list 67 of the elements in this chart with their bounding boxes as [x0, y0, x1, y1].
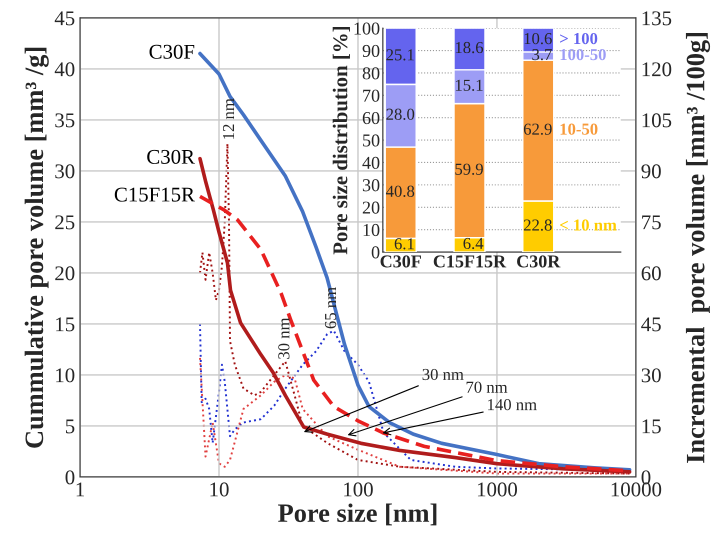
annotation: 30 nm [278, 318, 290, 359]
x-axis-title: Pore size [nm] [278, 503, 436, 526]
annotation: 70 nm [466, 382, 508, 393]
y-tick-label: 0 [372, 246, 380, 258]
y2-tick-label: 135 [642, 11, 672, 26]
y-tick-label: 45 [54, 11, 74, 26]
y-tick-label: 0 [66, 470, 74, 484]
y-tick-label: 25 [55, 215, 74, 230]
y-tick-label: 40 [362, 156, 380, 169]
y2-tick-label: 60 [642, 266, 661, 280]
y2-tick-label: 15 [642, 419, 661, 434]
annotation: 12 nm [222, 98, 234, 139]
y-tick-label: 40 [54, 62, 74, 76]
y2-tick-label: 45 [641, 317, 661, 332]
y-tick-label: 30 [362, 179, 380, 192]
series-label: < 10 nm [560, 219, 617, 231]
data-label: 10.6 [524, 32, 552, 44]
y-axis-title: Cummulative pore volume [mm³ /g] [24, 48, 49, 448]
y-tick-label: 70 [363, 90, 380, 102]
y2-tick-label: 105 [642, 113, 672, 128]
x-tick-label: 10000 [612, 482, 662, 496]
y-tick-label: 5 [66, 420, 74, 434]
x-tick-label: C30F [380, 255, 421, 268]
y2-axis-title: Incremental pore volume [mm³ /100g] [686, 32, 710, 463]
data-label: 59.9 [455, 164, 483, 175]
y-tick-label: 50 [363, 134, 380, 147]
data-label: 28.0 [386, 108, 414, 120]
y2-tick-label: 75 [642, 216, 661, 230]
data-label: 62.9 [524, 124, 552, 135]
series-label: 10-50 [560, 124, 598, 135]
y-tick-label: 20 [55, 266, 74, 280]
series-label: C15F15R [114, 188, 195, 202]
data-label: 25.1 [386, 49, 414, 61]
data-label: 22.8 [524, 219, 552, 231]
y-tick-label: 20 [362, 202, 380, 214]
x-tick-label: 10 [210, 482, 229, 496]
series-label: > 100 [560, 32, 598, 44]
y-tick-label: 15 [56, 317, 74, 332]
series-label: C30F [150, 44, 194, 59]
annotation: 65 nm [324, 287, 336, 328]
annotation: 30 nm [422, 368, 464, 380]
data-label: 40.8 [386, 186, 414, 197]
y-tick-label: 35 [55, 113, 74, 128]
annotation: 140 nm [488, 399, 537, 410]
x-tick-label: 1000 [478, 482, 517, 496]
y2-tick-label: 120 [642, 62, 672, 76]
y-tick-label: 100 [354, 22, 380, 35]
series-label: C30R [147, 150, 195, 164]
data-label: 3.7 [532, 49, 552, 60]
y-axis-title: Pore size distribution [%] [332, 26, 350, 254]
y-tick-label: 10 [364, 224, 380, 236]
y2-tick-label: 0 [642, 470, 650, 484]
y2-tick-label: 90 [641, 164, 661, 178]
x-tick-label: 1 [76, 482, 84, 496]
x-tick-label: C30R [517, 255, 560, 268]
series-label: 100-50 [560, 48, 606, 60]
data-label: 15.1 [456, 80, 483, 91]
y2-tick-label: 30 [642, 368, 661, 382]
y-tick-label: 10 [56, 368, 74, 382]
y-tick-label: 80 [362, 67, 380, 80]
y-tick-label: 30 [55, 164, 74, 178]
y-tick-label: 60 [362, 112, 380, 124]
data-label: 6.4 [463, 238, 484, 250]
x-tick-label: C15F15R [434, 255, 506, 268]
y-tick-label: 90 [362, 44, 380, 58]
data-label: 6.1 [394, 238, 414, 250]
data-label: 18.6 [456, 42, 484, 54]
